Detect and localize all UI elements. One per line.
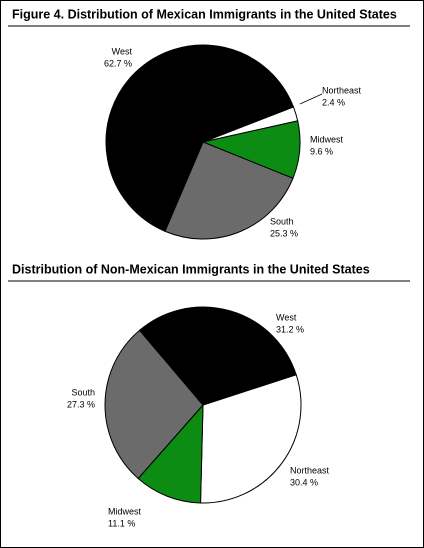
- slice-label: West: [276, 312, 297, 322]
- chart-title: Distribution of Non-Mexican Immigrants i…: [12, 262, 370, 276]
- slice-value-label: 30.4 %: [290, 477, 318, 487]
- slice-value-label: 25.3 %: [270, 228, 298, 238]
- slice-value-label: 27.3 %: [67, 399, 95, 409]
- slice-label: West: [112, 46, 133, 56]
- pie-slice: [164, 141, 294, 240]
- pie-slice: [138, 306, 297, 406]
- pie-slice: [137, 403, 204, 504]
- slice-label: South: [71, 387, 95, 397]
- leader-line: [299, 93, 323, 105]
- slice-value-label: 2.4 %: [322, 97, 345, 107]
- pie-slice: [104, 329, 204, 480]
- pie-slice: [105, 44, 295, 232]
- slice-value-label: 9.6 %: [310, 146, 333, 156]
- pie-slice: [200, 374, 302, 504]
- slice-label: Northeast: [322, 85, 362, 95]
- slice-label: Midwest: [108, 506, 142, 516]
- chart-title: Figure 4. Distribution of Mexican Immigr…: [12, 7, 397, 21]
- slice-label: Midwest: [310, 134, 344, 144]
- slice-value-label: 62.7 %: [104, 58, 132, 68]
- slice-label: Northeast: [290, 465, 330, 475]
- slice-label: South: [270, 216, 294, 226]
- slice-value-label: 11.1 %: [108, 518, 135, 528]
- slice-value-label: 31.2 %: [276, 324, 304, 334]
